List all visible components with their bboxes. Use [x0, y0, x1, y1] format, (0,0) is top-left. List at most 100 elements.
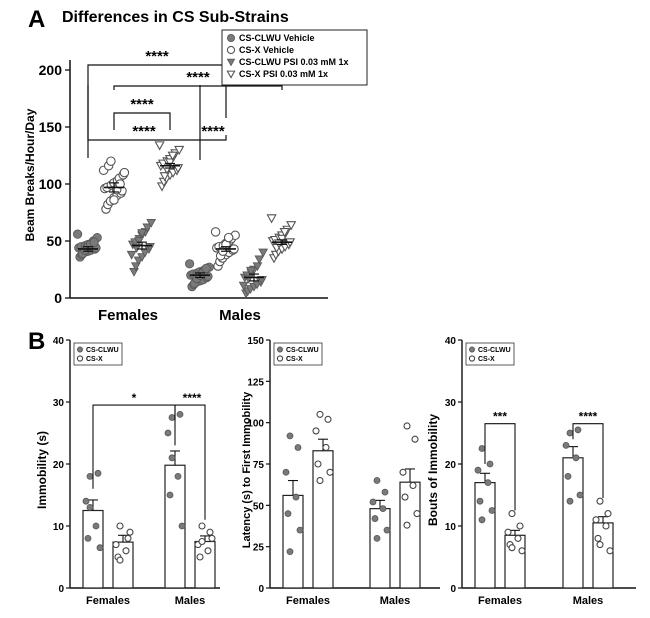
chart-b1-legend-label: CS-X: [86, 356, 103, 363]
chart-b3-point: [564, 472, 572, 480]
chart-b3-legend-label: CS-X: [478, 356, 495, 363]
chart-b3-point: [514, 534, 522, 542]
chart-b1-y-tick-label: 0: [58, 584, 64, 595]
chart-b1-bar: [194, 540, 216, 589]
chart-b2: 0 25 50 75 100 125 150 Females Males CS-CLWU CS-X: [247, 336, 440, 607]
chart-a-point: [129, 268, 139, 277]
chart-a-point: [276, 234, 288, 245]
chart-b3-point: [566, 429, 574, 437]
chart-b2-y-tick-label: 75: [253, 460, 265, 471]
chart-b1-legend: CS-CLWU CS-X: [73, 342, 123, 366]
chart-b2-point: [314, 460, 322, 468]
chart-b2-point: [294, 444, 302, 451]
chart-b2-legend: CS-CLWU CS-X: [273, 342, 323, 366]
chart-b2-legend-label: CS-CLWU: [286, 347, 319, 354]
chart-b1-legend-marker: [77, 346, 84, 353]
chart-b1-legend-marker: [76, 355, 84, 362]
chart-b3-point: [594, 534, 602, 542]
chart-b1-point: [196, 553, 204, 561]
chart-b3-bar: [592, 522, 614, 589]
chart-b2-ylabel: Latency (s) to First Immobility: [241, 391, 253, 548]
chart-b3-point: [508, 510, 516, 518]
chart-b1-y-tick-label: 40: [53, 336, 65, 347]
chart-b3-legend-label: CS-CLWU: [478, 347, 511, 354]
chart-b1-point: [94, 469, 102, 477]
chart-b2-point: [373, 535, 381, 542]
chart-b3-point: [504, 528, 512, 536]
chart-a-point: [266, 214, 277, 224]
chart-b1-point: [206, 528, 214, 536]
chart-b3-group-label: Males: [573, 595, 604, 607]
chart-a-point: [254, 255, 265, 265]
chart-b3-point: [566, 497, 574, 505]
chart-b1-point: [164, 429, 172, 437]
chart-a-legend: CS-CLWU Vehicle CS-X Vehicle CS-CLWU PSI 0…: [221, 29, 368, 86]
chart-b3-point: [488, 507, 496, 514]
chart-b3-point: [562, 441, 570, 449]
chart-b2-bar: [282, 494, 304, 589]
chart-a-legend-marker: [226, 34, 235, 43]
chart-b1-point: [126, 528, 134, 536]
chart-a-y-tick-label: 50: [46, 233, 62, 249]
chart-a-sig-4-bracket: [113, 85, 283, 90]
chart-b2-point: [286, 548, 294, 556]
chart-b1-point: [86, 503, 94, 511]
chart-a-sig-3-bracket: [87, 64, 227, 158]
chart-a-sig-1: ****: [132, 123, 156, 140]
chart-b2-y-tick-label: 125: [247, 377, 264, 388]
chart-a-point: [185, 259, 195, 269]
chart-a-ylabel: Beam Breaks/Hour/Day: [23, 108, 37, 241]
chart-b1-sig-1: *: [132, 391, 137, 405]
chart-a-group-label: Males: [219, 307, 261, 324]
panel-a-letter: A: [28, 6, 45, 33]
chart-a-point: [252, 262, 263, 272]
chart-a-legend-label: CS-CLWU PSI 0.03 mM 1x: [239, 57, 349, 67]
chart-b2-group-label: Males: [380, 595, 411, 607]
chart-a-legend-marker: [226, 70, 236, 79]
chart-b3-y-tick-label: 30: [445, 398, 457, 409]
chart-b1-point: [208, 534, 216, 542]
chart-a-legend-marker: [226, 45, 236, 55]
chart-b2-point: [403, 422, 411, 430]
chart-a-point: [223, 232, 234, 243]
chart-a-sig-5-bracket: [199, 135, 227, 160]
chart-b3-bar: [474, 482, 496, 589]
chart-b3-y-tick-label: 0: [450, 584, 456, 595]
chart-b1-point: [116, 522, 124, 530]
chart-b2-point: [312, 427, 320, 435]
chart-b1-group-label: Males: [175, 595, 206, 607]
chart-b3-sig-1: ***: [493, 410, 507, 424]
chart-a-point: [172, 164, 184, 174]
chart-b2-point: [324, 415, 332, 423]
chart-b1-group-label: Females: [86, 595, 130, 607]
chart-a-point: [238, 281, 249, 291]
chart-b2-point: [383, 526, 391, 534]
chart-a-point: [286, 221, 297, 231]
chart-b3-point: [474, 466, 482, 474]
chart-b3-sig-2-bracket: [572, 423, 604, 499]
chart-a-legend-box: [221, 29, 368, 86]
chart-b1-point: [166, 491, 174, 499]
chart-a-sig-3: ****: [145, 48, 169, 65]
chart-a-group-label: Females: [98, 307, 158, 324]
chart-b3-point: [518, 547, 526, 555]
chart-b1-ylabel: Immobility (s): [35, 431, 49, 509]
chart-b3-point: [508, 544, 516, 552]
chart-b1-point: [92, 522, 100, 530]
chart-b1-point: [96, 544, 104, 552]
chart-a-point: [109, 195, 119, 205]
chart-b3-point: [606, 547, 614, 555]
chart-b2-point: [403, 521, 411, 529]
chart-b2-point: [296, 526, 304, 534]
chart-b1-sig-2-bracket: [174, 404, 206, 520]
chart-b3-y-tick-label: 40: [445, 336, 457, 347]
chart-a-point: [89, 237, 99, 247]
chart-b3-point: [478, 516, 486, 524]
chart-b3-y-tick-label: 10: [445, 522, 457, 533]
chart-b3-legend-box: [465, 342, 515, 366]
chart-b3-point: [516, 522, 524, 530]
chart-b2-point: [413, 510, 421, 518]
chart-b3-point: [602, 522, 610, 530]
chart-b2-legend-marker: [276, 346, 283, 353]
